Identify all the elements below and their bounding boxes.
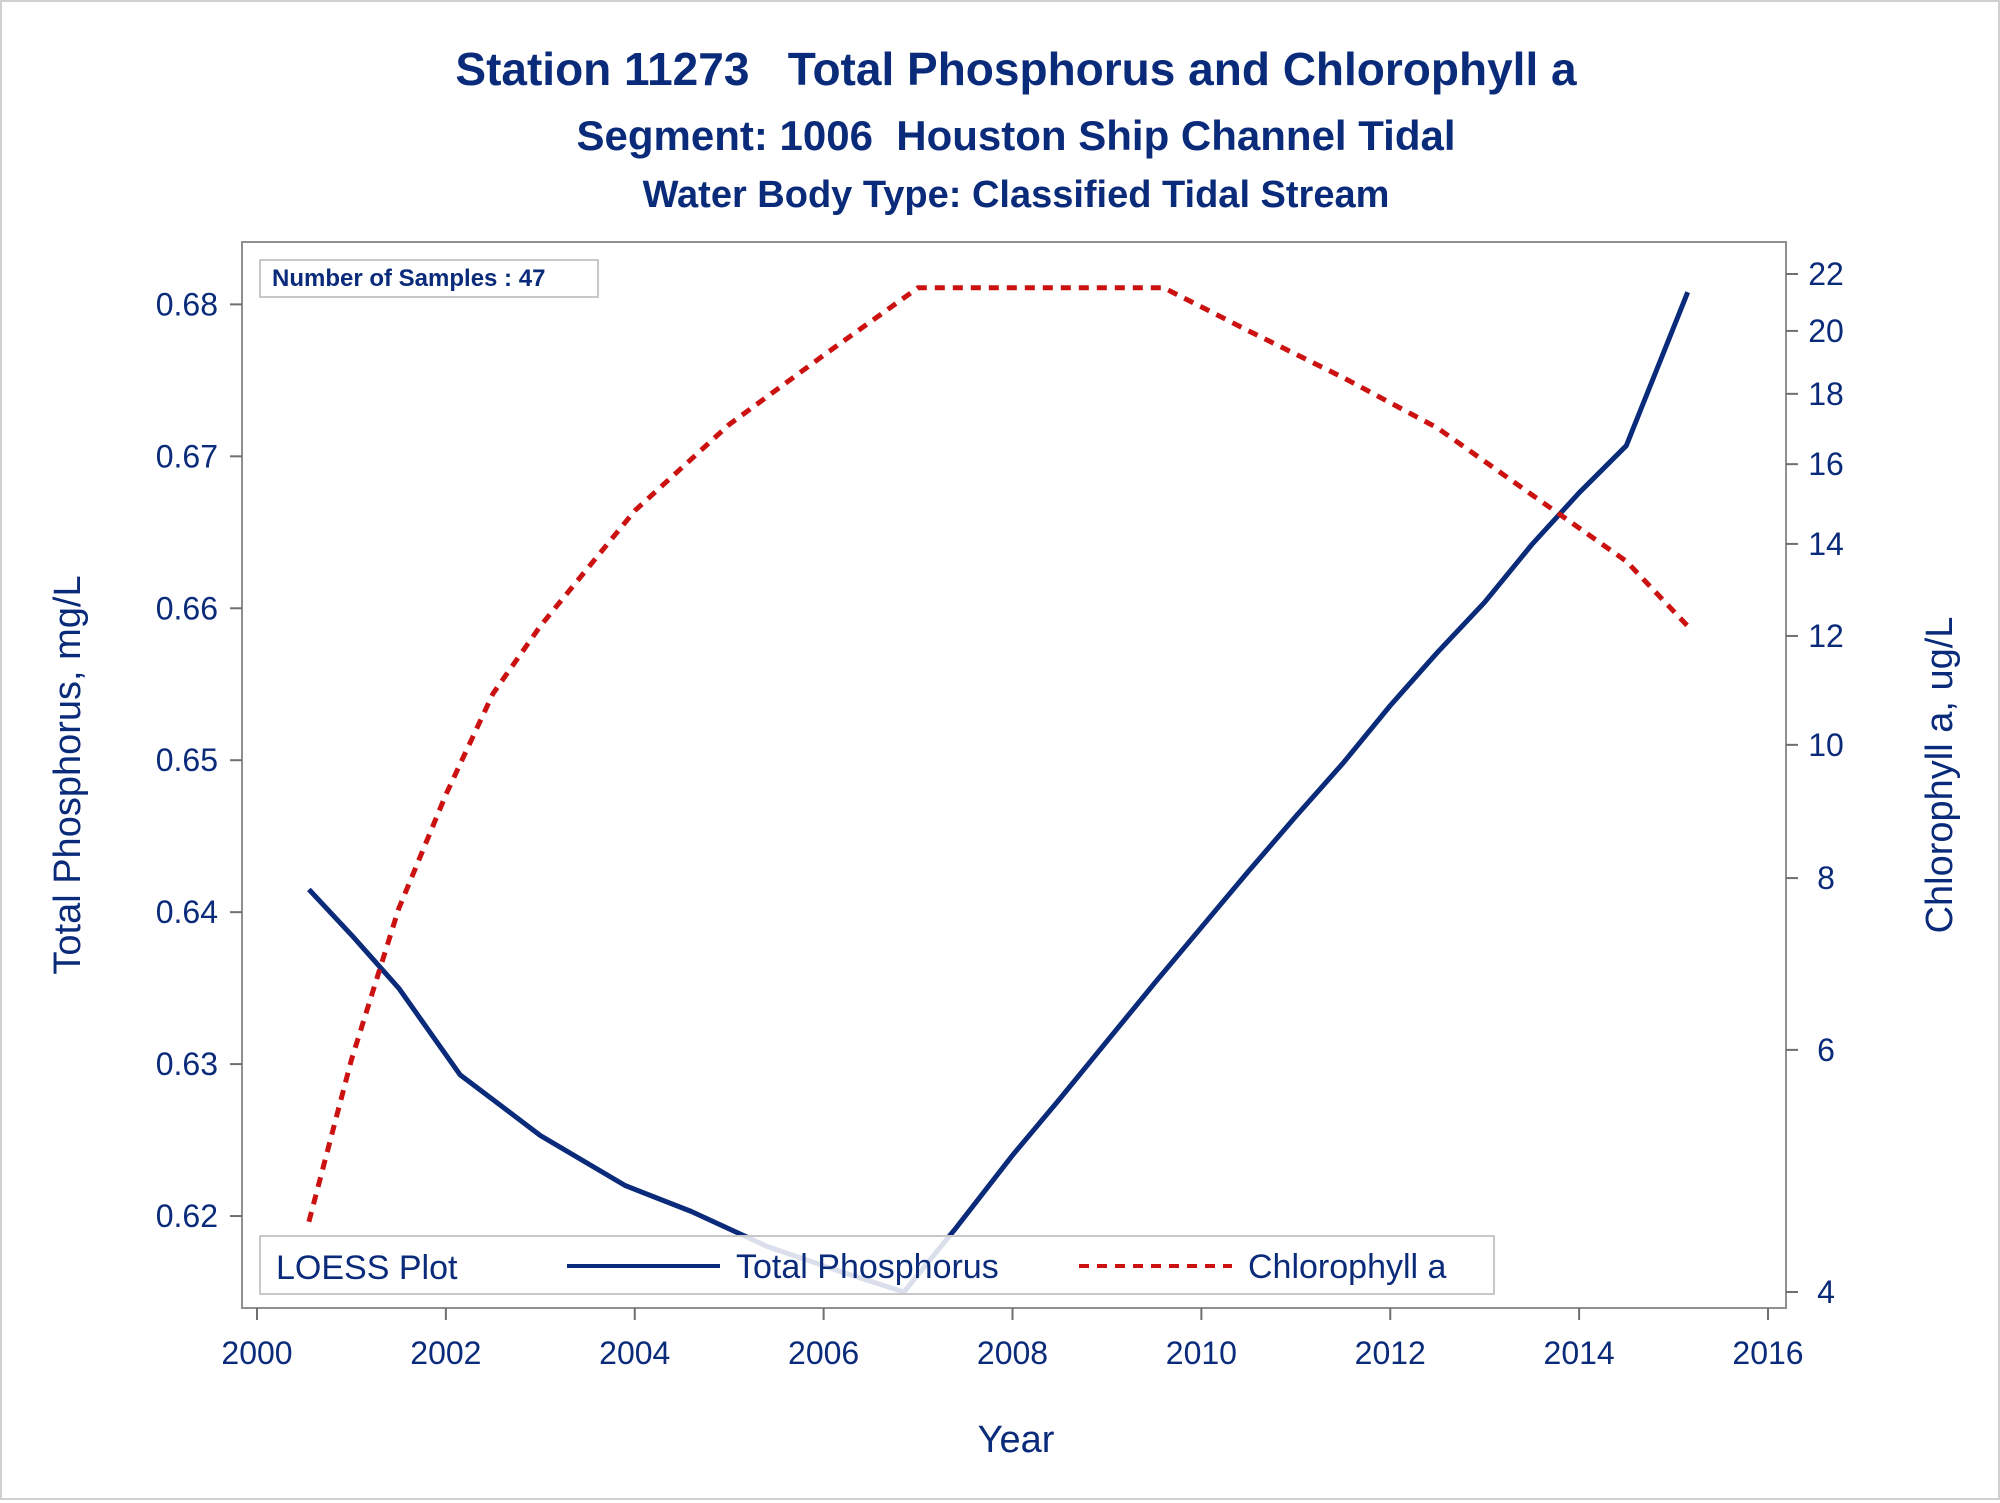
y2-tick-label: 16	[1808, 446, 1844, 482]
series-line-total-phosphorus	[307, 291, 1691, 1295]
legend-title: LOESS Plot	[276, 1249, 458, 1287]
y2-tick-label: 22	[1808, 256, 1844, 292]
plot-area	[241, 241, 1787, 1309]
x-tick-label: 2014	[1544, 1335, 1615, 1371]
y2-tick-label: 10	[1808, 727, 1844, 763]
chart-subtitle-2: Water Body Type: Classified Tidal Stream	[643, 174, 1390, 216]
y-tick-label: 0.64	[156, 894, 218, 930]
x-tick-label: 2004	[599, 1335, 670, 1371]
x-axis-label: Year	[978, 1419, 1055, 1461]
y2-tick-label: 4	[1817, 1274, 1835, 1310]
y2-axis-ticks: 4 6 8 10 12 14 16 18 20 22	[1786, 256, 1844, 1310]
chart-title: Station 11273 Total Phosphorus and Chlor…	[455, 43, 1577, 95]
chart-subtitle: Segment: 1006 Houston Ship Channel Tidal	[576, 112, 1455, 159]
series-layer	[306, 285, 1691, 1295]
x-tick-label: 2010	[1166, 1335, 1237, 1371]
sample-count-box	[259, 259, 599, 298]
y-tick-label: 0.63	[156, 1046, 218, 1082]
legend: LOESS Plot Total Phosphorus Chlorophyll …	[259, 1235, 1495, 1295]
x-tick-label: 2012	[1355, 1335, 1426, 1371]
x-axis-ticks: 2000 2002 2004 2006 2008 2010 2012 2014 2016	[221, 1308, 1804, 1371]
y-tick-label: 0.65	[156, 742, 218, 778]
x-tick-label: 2016	[1732, 1335, 1803, 1371]
y2-tick-label: 18	[1808, 376, 1844, 412]
y-axis-label: Total Phosphorus, mg/L	[47, 575, 89, 974]
y-axis-ticks: 0.62 0.63 0.64 0.65 0.66 0.67 0.68	[156, 286, 242, 1234]
legend-label-chlorophyll-a: Chlorophyll a	[1248, 1248, 1447, 1286]
y-tick-label: 0.68	[156, 286, 218, 322]
series-line-chlorophyll-a	[306, 285, 1690, 1223]
x-tick-label: 2002	[410, 1335, 481, 1371]
legend-label-total-phosphorus: Total Phosphorus	[736, 1248, 999, 1286]
y-tick-label: 0.67	[156, 438, 218, 474]
y-tick-label: 0.66	[156, 590, 218, 626]
y2-tick-label: 14	[1808, 526, 1844, 562]
x-tick-label: 2006	[788, 1335, 859, 1371]
y2-tick-label: 8	[1817, 860, 1835, 896]
x-tick-label: 2000	[221, 1335, 292, 1371]
y2-tick-label: 6	[1817, 1032, 1835, 1068]
y-tick-label: 0.62	[156, 1198, 218, 1234]
y2-tick-label: 20	[1808, 313, 1844, 349]
y2-axis-label: Chlorophyll a, ug/L	[1919, 617, 1961, 934]
sample-count-text: Number of Samples : 47	[272, 265, 545, 292]
legend-box	[259, 1235, 1495, 1295]
x-tick-label: 2008	[977, 1335, 1048, 1371]
y2-tick-label: 12	[1808, 618, 1844, 654]
